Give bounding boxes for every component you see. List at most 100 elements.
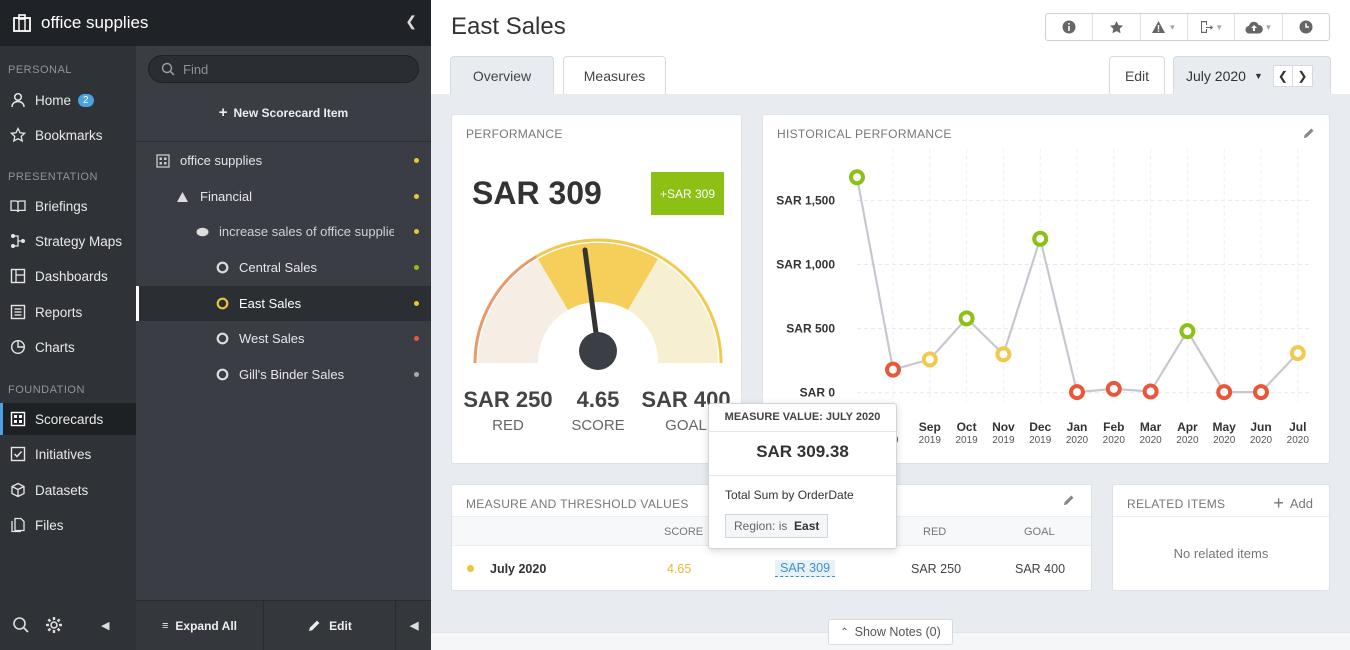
red-value: SAR 250	[463, 387, 553, 412]
row-measure-value[interactable]: SAR 309	[775, 560, 836, 577]
show-notes-label: Show Notes (0)	[854, 625, 941, 639]
upload-button[interactable]: ▼	[1235, 14, 1283, 40]
x-tick-month-label: Apr	[1177, 420, 1198, 434]
x-tick-year-label: 2020	[1213, 435, 1236, 446]
x-tick-month-label: Mar	[1140, 420, 1162, 434]
gauge-outer-red-arc	[473, 255, 538, 364]
nav-item-reports[interactable]: Reports	[0, 296, 136, 328]
data-point	[885, 361, 901, 378]
filter-prefix: Region: is	[734, 519, 788, 533]
performance-card: PERFORMANCE SAR 309 +SAR 309 SAR 250 RED…	[451, 114, 742, 464]
nav-item-datasets[interactable]: Datasets	[0, 474, 136, 506]
expand-all-icon: ≡	[162, 619, 169, 632]
search-icon[interactable]	[12, 616, 30, 634]
x-tick-year-label: 2020	[1066, 435, 1089, 446]
expand-all-button[interactable]: ≡ Expand All	[136, 600, 264, 650]
nav-item-home[interactable]: Home 2	[0, 84, 136, 116]
scorecard-icon	[156, 153, 170, 168]
scorecard-icon	[10, 411, 26, 427]
gauge-outer-yellow-arc	[535, 238, 723, 364]
section-personal: PERSONAL	[8, 64, 72, 76]
info-button[interactable]	[1046, 14, 1094, 40]
x-tick-month-label: Nov	[992, 420, 1015, 434]
nav-label: Reports	[35, 304, 83, 320]
x-tick-year-label: 2020	[1250, 435, 1273, 446]
add-related-item-button[interactable]: + Add	[1273, 493, 1313, 514]
history-button[interactable]	[1283, 14, 1329, 40]
data-point	[921, 351, 938, 368]
tooltip-description: Total Sum by OrderDate	[725, 488, 854, 502]
expand-all-label: Expand All	[175, 618, 237, 633]
star-icon	[10, 127, 26, 143]
collapse-nav-icon[interactable]: ◀	[101, 619, 110, 632]
tree-item-central-sales[interactable]: Central Sales	[136, 250, 431, 285]
tree-item-label: increase sales of office supplies	[219, 224, 394, 239]
tab-measures[interactable]: Measures	[563, 56, 666, 94]
nav-label: Home	[35, 92, 72, 108]
find-input[interactable]: Find	[148, 55, 419, 83]
next-period-button[interactable]: ❯	[1292, 64, 1313, 87]
show-notes-button[interactable]: ⌃ Show Notes (0)	[828, 619, 953, 645]
status-dot	[414, 372, 419, 377]
status-dot	[414, 158, 419, 163]
nav-item-files[interactable]: Files	[0, 509, 136, 541]
tree-item-west-sales[interactable]: West Sales	[136, 321, 431, 356]
collapse-panel-icon[interactable]: ❮	[405, 13, 417, 29]
page-toolbar: ▼ ▼ ▼	[1045, 13, 1330, 41]
book-icon	[10, 200, 26, 213]
tooltip-value: SAR 309.38	[756, 442, 849, 461]
status-dot	[414, 194, 419, 199]
data-point	[1142, 383, 1159, 400]
card-title: PERFORMANCE	[466, 127, 563, 141]
scorecard-tree-panel: Find + New Scorecard Item office supplies…	[136, 46, 431, 650]
tree-item-objective[interactable]: increase sales of office supplies	[136, 214, 431, 249]
chevron-down-icon: ▼	[1168, 22, 1177, 32]
tab-overview[interactable]: Overview	[450, 56, 554, 94]
selected-date: July 2020	[1186, 67, 1246, 84]
status-dot	[467, 565, 474, 572]
x-tick-month-label: Feb	[1103, 420, 1124, 434]
bookmark-button[interactable]	[1093, 14, 1141, 40]
nav-item-briefings[interactable]: Briefings	[0, 190, 136, 222]
tree-item-east-sales[interactable]: East Sales	[136, 286, 431, 321]
tree-item-label: office supplies	[180, 153, 263, 168]
divider	[709, 475, 896, 476]
nav-item-dashboards[interactable]: Dashboards	[0, 260, 136, 292]
pencil-icon[interactable]	[1062, 494, 1075, 507]
date-selector[interactable]: July 2020 ▼ ❮ ❯	[1173, 56, 1331, 94]
tree-item-office-supplies[interactable]: office supplies	[136, 143, 431, 178]
section-foundation: FOUNDATION	[8, 384, 85, 396]
nav-item-charts[interactable]: Charts	[0, 331, 136, 363]
x-tick-year-label: 2020	[1103, 435, 1126, 446]
previous-period-button[interactable]: ❮	[1272, 64, 1293, 87]
row-period: July 2020	[490, 562, 547, 576]
tooltip-header: MEASURE VALUE: JULY 2020	[709, 404, 896, 432]
nav-item-scorecards[interactable]: Scorecards	[0, 403, 136, 435]
tree-edit-button[interactable]: Edit	[264, 600, 396, 650]
card-title: HISTORICAL PERFORMANCE	[777, 127, 952, 141]
add-label: Add	[1289, 496, 1313, 511]
share-button[interactable]: ▼	[1188, 14, 1236, 40]
chevron-up-icon: ⌃	[840, 626, 849, 638]
star-icon	[1110, 20, 1123, 33]
pencil-icon[interactable]	[1302, 127, 1315, 140]
new-scorecard-item-button[interactable]: + New Scorecard Item	[136, 104, 431, 121]
nav-item-bookmarks[interactable]: Bookmarks	[0, 119, 136, 151]
alerts-button[interactable]: ▼	[1141, 14, 1188, 40]
y-tick-label: SAR 500	[786, 322, 835, 336]
user-icon	[11, 92, 25, 108]
edit-button[interactable]: Edit	[1109, 56, 1165, 94]
tree-item-label: West Sales	[239, 331, 305, 346]
collapse-tree-icon[interactable]: ◀	[410, 620, 419, 632]
card-title: MEASURE AND THRESHOLD VALUES	[466, 497, 689, 511]
nav-item-strategy-maps[interactable]: Strategy Maps	[0, 225, 136, 257]
nav-item-initiatives[interactable]: Initiatives	[0, 438, 136, 470]
tree-item-gills-binder-sales[interactable]: Gill's Binder Sales	[136, 357, 431, 392]
status-dot	[414, 265, 419, 270]
measure-ring-icon	[216, 368, 229, 381]
tree-item-label: East Sales	[239, 296, 302, 311]
tree-item-financial[interactable]: Financial	[136, 179, 431, 214]
gear-icon[interactable]	[45, 616, 63, 634]
pencil-icon	[309, 620, 320, 631]
row-goal: SAR 400	[1015, 562, 1066, 576]
